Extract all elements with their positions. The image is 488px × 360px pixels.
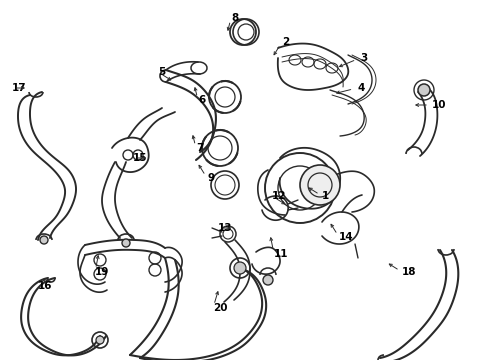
Text: 8: 8 (230, 13, 238, 23)
Text: 7: 7 (196, 143, 203, 153)
Text: 12: 12 (271, 191, 286, 201)
Text: 2: 2 (282, 37, 289, 47)
Text: 1: 1 (321, 191, 328, 201)
Text: 6: 6 (198, 95, 205, 105)
Text: 4: 4 (356, 83, 364, 93)
Text: 20: 20 (213, 303, 227, 313)
Circle shape (122, 239, 130, 247)
Circle shape (299, 165, 339, 205)
Text: 3: 3 (359, 53, 366, 63)
Circle shape (417, 84, 429, 96)
Text: 13: 13 (218, 223, 232, 233)
Text: 5: 5 (158, 67, 165, 77)
Text: 18: 18 (401, 267, 416, 277)
Text: 17: 17 (12, 83, 26, 93)
Text: 15: 15 (133, 153, 147, 163)
Circle shape (96, 336, 104, 344)
Circle shape (263, 275, 272, 285)
Circle shape (234, 262, 245, 274)
Text: 16: 16 (38, 281, 52, 291)
Text: 11: 11 (273, 249, 288, 259)
Text: 9: 9 (206, 173, 214, 183)
Text: 10: 10 (431, 100, 446, 110)
Text: 14: 14 (338, 232, 353, 242)
Text: 19: 19 (95, 267, 109, 277)
Circle shape (40, 236, 48, 244)
